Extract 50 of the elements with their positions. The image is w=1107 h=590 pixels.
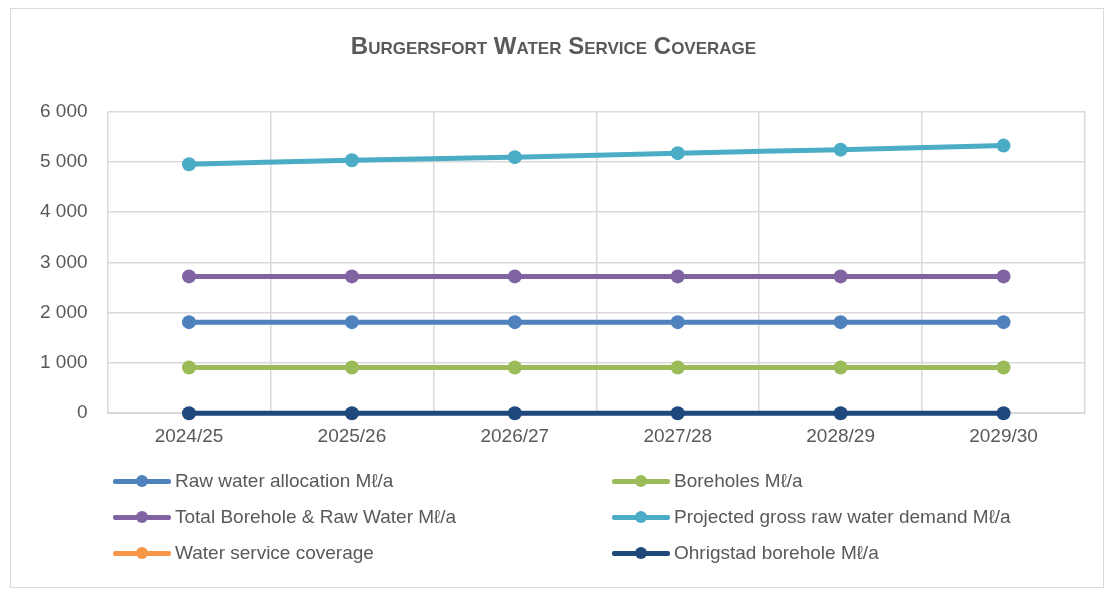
point [833, 315, 848, 330]
y-tick-label: 6 000 [40, 99, 88, 121]
x-tick-label: 2026/27 [480, 424, 550, 446]
legend-label: Raw water allocation Mℓ/a [175, 470, 394, 492]
point [182, 360, 196, 375]
point [507, 406, 522, 421]
point [670, 269, 685, 284]
point [670, 146, 685, 161]
point [833, 142, 848, 157]
y-tick-label: 5 000 [40, 149, 88, 171]
point [507, 150, 522, 165]
point [182, 406, 196, 421]
point [833, 406, 848, 421]
y-tick-label: 0 [76, 401, 88, 423]
point [670, 406, 685, 421]
legend-label: Boreholes Mℓ/a [674, 470, 803, 492]
point [670, 315, 685, 330]
point [833, 269, 848, 284]
x-tick-label: 2027/28 [643, 424, 713, 446]
point [344, 153, 359, 168]
y-tick-label: 3 000 [40, 250, 88, 272]
legend-label: Total Borehole & Raw Water Mℓ/a [175, 506, 457, 528]
legend-label: Water service coverage [175, 542, 374, 564]
y-tick-label: 2 000 [40, 300, 88, 322]
point [507, 360, 522, 375]
x-tick-label: 2024/25 [154, 424, 224, 446]
point [344, 315, 359, 330]
point [182, 315, 196, 330]
point [344, 406, 359, 421]
point [833, 360, 848, 375]
point [507, 269, 522, 284]
point [670, 360, 685, 375]
point [182, 157, 196, 172]
x-tick-label: 2025/26 [317, 424, 387, 446]
point [996, 315, 1011, 330]
point [996, 269, 1011, 284]
point [996, 406, 1011, 421]
legend-label: Projected gross raw water demand Mℓ/a [674, 506, 1011, 528]
point [996, 138, 1011, 153]
y-tick-label: 4 000 [40, 200, 88, 222]
point [507, 315, 522, 330]
point [344, 360, 359, 375]
x-tick-label: 2028/29 [806, 424, 875, 446]
point [344, 269, 359, 284]
y-tick-label: 1 000 [40, 351, 88, 373]
point [182, 269, 196, 284]
legend-label: Ohrigstad borehole Mℓ/a [674, 542, 879, 564]
x-tick-label: 2029/30 [969, 424, 1038, 446]
chart-title: Burgersfort Water Service Coverage [349, 32, 758, 60]
point [996, 360, 1011, 375]
